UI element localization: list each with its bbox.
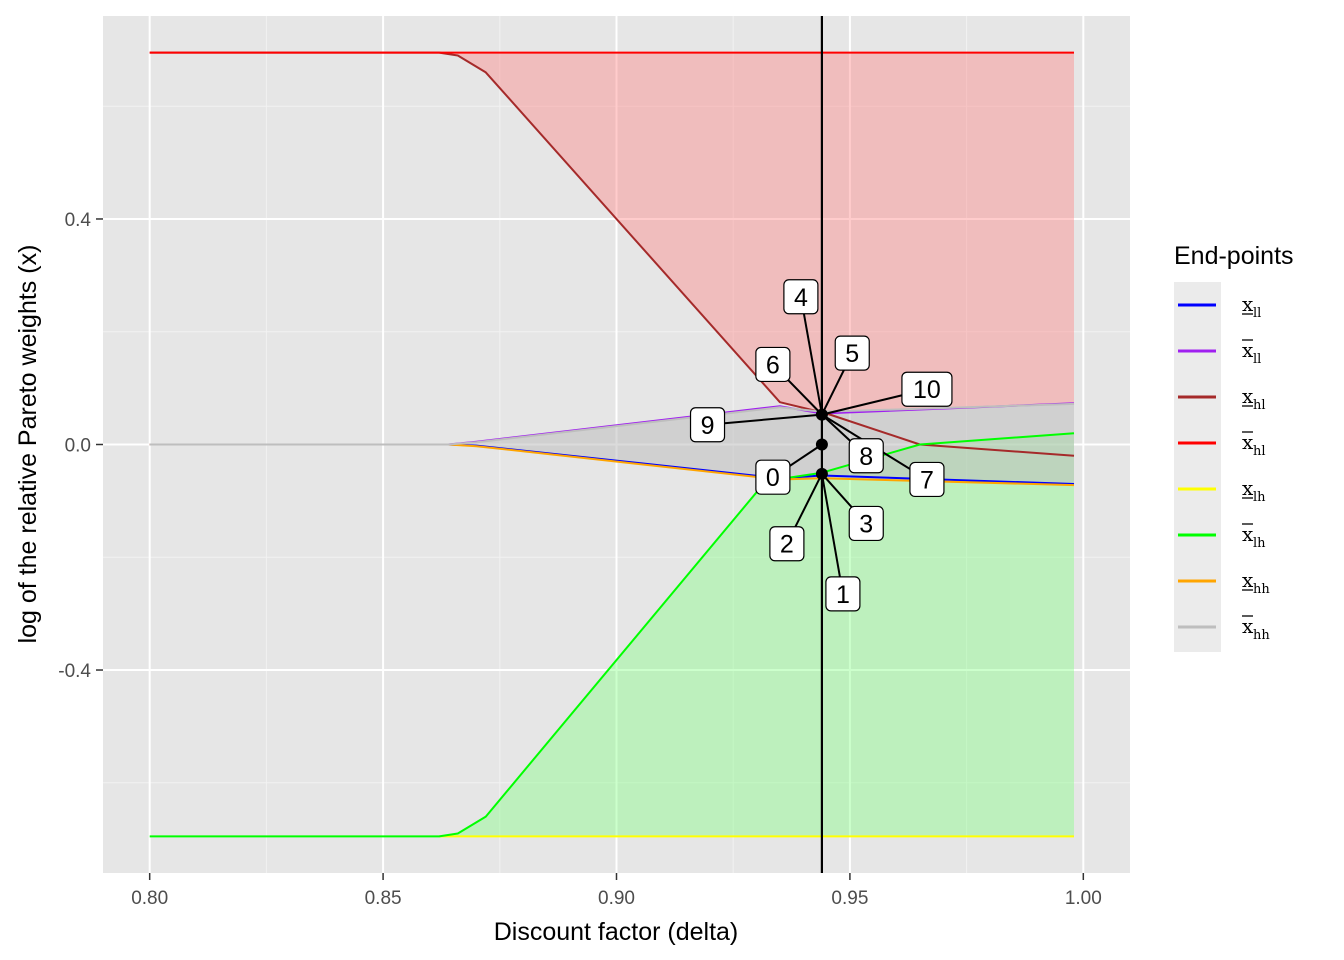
legend-symbol: x	[1242, 430, 1254, 454]
legend-symbol: x	[1242, 384, 1254, 408]
callouts: 0 1 2 3 4 5 6 7 8 9 10	[689, 279, 953, 612]
band-1	[439, 433, 1075, 837]
legend-subscript: lh	[1253, 536, 1266, 551]
x-tick-label: 0.95	[831, 888, 868, 909]
data-point	[815, 408, 828, 421]
data-point	[815, 467, 828, 480]
callout-box	[848, 438, 884, 474]
callout-box	[755, 346, 791, 383]
callout-leader	[707, 413, 822, 426]
legend-subscript: lh	[1253, 490, 1266, 505]
x-axis-title: Discount factor (delta)	[494, 918, 739, 946]
legend-symbol: x	[1242, 522, 1254, 546]
callout-box	[689, 407, 726, 443]
callout-box	[769, 526, 805, 562]
legend-key-background	[1174, 282, 1221, 652]
callout-label: 5	[845, 340, 859, 368]
series-line-7	[149, 402, 1075, 446]
y-axis-ticks: -0.4 0.0 0.4	[58, 210, 103, 682]
legend-symbol: x	[1242, 568, 1254, 592]
legend: x llx llx hlx hlx lhx lhx hhx hh	[1178, 292, 1270, 643]
data-point	[815, 438, 828, 451]
callout-box	[755, 459, 791, 495]
legend-subscript: hh	[1253, 628, 1270, 643]
callout-label: 3	[859, 510, 873, 538]
legend-title: End-points	[1174, 242, 1294, 270]
callout-label: 6	[766, 351, 780, 379]
callout-box	[848, 505, 884, 542]
y-axis-title: log of the relative Pareto weights (x)	[14, 245, 42, 644]
points	[815, 408, 828, 480]
series-lines	[149, 51, 1075, 838]
legend-subscript: ll	[1253, 306, 1261, 321]
series-line-5	[149, 432, 1075, 838]
x-tick-label: 1.00	[1065, 888, 1102, 909]
y-tick-label: 0.0	[65, 436, 91, 457]
callout-label: 7	[920, 466, 934, 494]
band-0	[439, 52, 1075, 414]
x-tick-label: 0.80	[131, 888, 168, 909]
legend-subscript: hl	[1253, 398, 1266, 413]
legend-symbol: x	[1242, 614, 1254, 638]
legend-symbol: x	[1242, 338, 1254, 362]
legend-subscript: ll	[1253, 352, 1261, 367]
callout-label: 2	[780, 531, 794, 559]
y-tick-label: 0.4	[65, 210, 92, 231]
legend-symbol: x	[1242, 292, 1254, 316]
callout-box	[909, 461, 945, 498]
y-tick-label: -0.4	[58, 661, 91, 682]
x-tick-label: 0.85	[365, 888, 402, 909]
callout-box	[834, 335, 870, 371]
callout-label: 10	[913, 376, 941, 404]
callout-box	[825, 576, 861, 612]
legend-subscript: hl	[1253, 444, 1266, 459]
callout-box	[901, 371, 953, 407]
callout-box	[783, 279, 819, 315]
callout-leader	[820, 473, 844, 595]
callout-label: 8	[859, 443, 873, 471]
callout-label: 1	[836, 581, 850, 609]
legend-symbol: x	[1242, 476, 1254, 500]
x-tick-label: 0.90	[598, 888, 635, 909]
callout-label: 4	[794, 284, 808, 312]
x-axis-ticks: 0.80 0.85 0.90 0.95 1.00	[131, 873, 1102, 909]
legend-subscript: hh	[1253, 582, 1270, 597]
callout-leader	[799, 296, 823, 415]
callout-label: 9	[701, 412, 715, 440]
bands	[439, 52, 1075, 837]
callout-label: 0	[766, 464, 780, 492]
